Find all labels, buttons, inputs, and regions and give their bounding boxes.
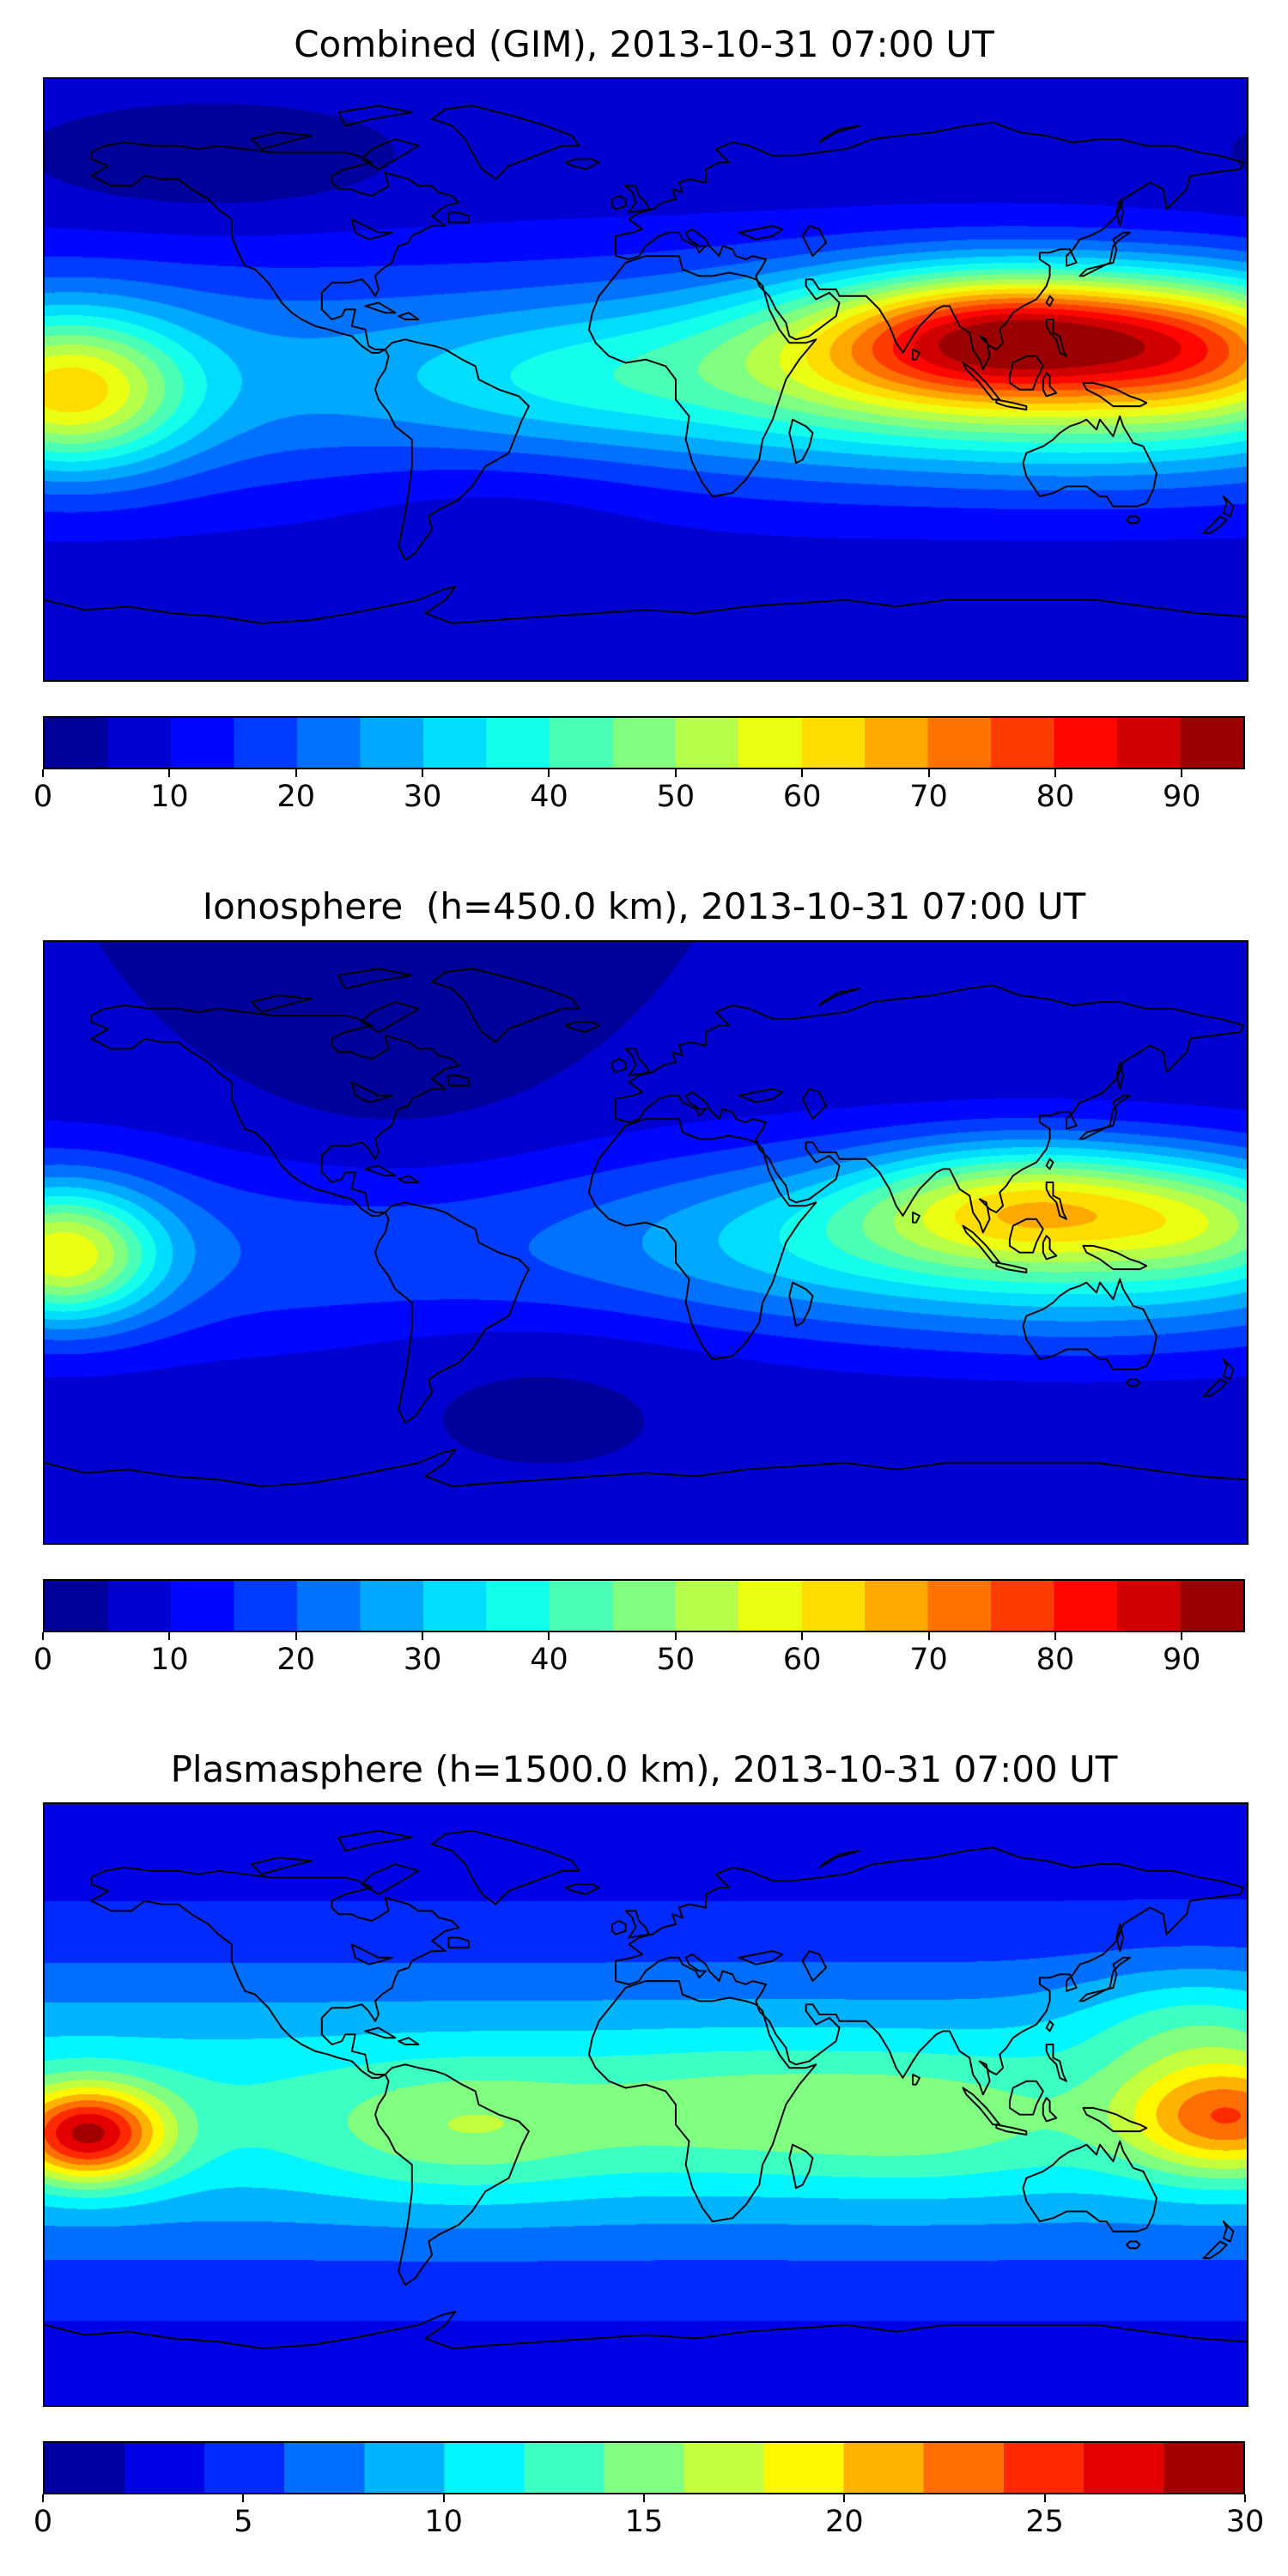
colorbar-tick-label: 30 <box>1225 2504 1265 2539</box>
colorbar-ionosphere: 0 10 20 30 40 50 60 70 80 90 <box>33 1578 1245 1682</box>
colorbar-plasmasphere: 0 5 10 15 20 25 30 <box>33 2440 1264 2544</box>
panel-title-ionosphere: Ionosphere (h=450.0 km), 2013-10-31 07:0… <box>202 885 1086 928</box>
coastlines-overlay <box>45 967 1247 1487</box>
colorbar-tick-label: 10 <box>424 2504 463 2539</box>
colorbar-tick <box>242 2494 245 2502</box>
coastlines-overlay <box>45 105 1247 625</box>
colorbar-tick <box>1181 769 1183 778</box>
colorbar-tick-label: 30 <box>403 780 442 815</box>
colorbar-tick <box>674 1631 677 1640</box>
colorbar-tick <box>927 1631 930 1640</box>
colorbar-tick <box>548 1631 550 1640</box>
colorbar-tick <box>801 1631 804 1640</box>
colorbar-tick <box>422 1631 424 1640</box>
colorbar-tick-labels: 0 5 10 15 20 25 30 <box>33 2494 1264 2544</box>
colorbar-gradient <box>43 716 1245 770</box>
colorbar-tick <box>42 2494 44 2502</box>
colorbar-tick-label: 60 <box>782 1642 822 1677</box>
panel-plasmasphere: Plasmasphere (h=1500.0 km), 2013-10-31 0… <box>33 1747 1264 2544</box>
colorbar-gradient <box>43 1578 1245 1632</box>
colorbar-tick-label: 50 <box>656 1642 696 1677</box>
colorbar-tick-label: 20 <box>825 2504 864 2539</box>
colorbar-tick-label: 15 <box>624 2504 664 2539</box>
colorbar-tick <box>927 769 930 778</box>
colorbar-tick <box>1054 1631 1056 1640</box>
colorbar-tick <box>42 769 44 778</box>
colorbar-tick <box>1043 2494 1046 2502</box>
coastlines-overlay <box>45 1830 1247 2349</box>
colorbar-tick-label: 0 <box>33 2504 53 2539</box>
colorbar-tick <box>843 2494 846 2502</box>
colorbar-tick <box>674 769 677 778</box>
map-ionosphere <box>43 939 1249 1545</box>
colorbar-tick-label: 20 <box>276 780 316 815</box>
colorbar-tick <box>442 2494 445 2502</box>
panel-ionosphere: Ionosphere (h=450.0 km), 2013-10-31 07:0… <box>33 885 1249 1682</box>
colorbar-tick-label: 80 <box>1036 780 1075 815</box>
colorbar-tick-label: 0 <box>33 1642 53 1677</box>
colorbar-tick-label: 40 <box>530 1642 568 1677</box>
colorbar-tick-label: 70 <box>909 780 948 815</box>
colorbar-tick-label: 60 <box>782 780 822 815</box>
colorbar-tick-label: 25 <box>1025 2504 1064 2539</box>
colorbar-tick <box>295 1631 297 1640</box>
colorbar-tick-label: 10 <box>150 1642 189 1677</box>
tec-contour-canvas <box>45 79 1247 681</box>
colorbar-tick-label: 50 <box>656 780 696 815</box>
colorbar-tick <box>168 1631 171 1640</box>
colorbar-tick <box>295 769 297 778</box>
tec-contour-canvas <box>45 941 1247 1543</box>
colorbar-tick-label: 5 <box>234 2504 253 2539</box>
colorbar-tick-label: 10 <box>150 780 189 815</box>
colorbar-tick-label: 90 <box>1163 780 1201 815</box>
colorbar-tick-labels: 0 10 20 30 40 50 60 70 80 90 <box>33 769 1245 819</box>
colorbar-tick-label: 0 <box>33 780 53 815</box>
colorbar-tick-label: 30 <box>403 1642 442 1677</box>
colorbar-tick-labels: 0 10 20 30 40 50 60 70 80 90 <box>33 1631 1245 1682</box>
colorbar-tick <box>801 769 804 778</box>
colorbar-tick-label: 90 <box>1163 1642 1201 1677</box>
colorbar-tick <box>42 1631 44 1640</box>
colorbar-gradient <box>43 2440 1245 2494</box>
colorbar-tick <box>643 2494 645 2502</box>
colorbar-tick <box>168 769 171 778</box>
map-combined-gim <box>43 77 1249 683</box>
colorbar-tick-label: 40 <box>530 780 568 815</box>
map-plasmasphere <box>43 1801 1249 2407</box>
panel-combined-gim: Combined (GIM), 2013-10-31 07:00 UT 0 10 2… <box>33 23 1249 819</box>
tec-contour-canvas <box>45 1803 1247 2405</box>
colorbar-tick-label: 80 <box>1036 1642 1075 1677</box>
colorbar-combined: 0 10 20 30 40 50 60 70 80 90 <box>33 716 1245 819</box>
colorbar-tick <box>548 769 550 778</box>
colorbar-tick-label: 20 <box>276 1642 316 1677</box>
colorbar-tick <box>422 769 424 778</box>
colorbar-tick <box>1244 2494 1246 2502</box>
colorbar-tick <box>1054 769 1056 778</box>
colorbar-tick-label: 70 <box>909 1642 948 1677</box>
panel-title-combined: Combined (GIM), 2013-10-31 07:00 UT <box>294 23 994 65</box>
colorbar-tick <box>1181 1631 1183 1640</box>
panel-title-plasmasphere: Plasmasphere (h=1500.0 km), 2013-10-31 0… <box>170 1747 1118 1790</box>
